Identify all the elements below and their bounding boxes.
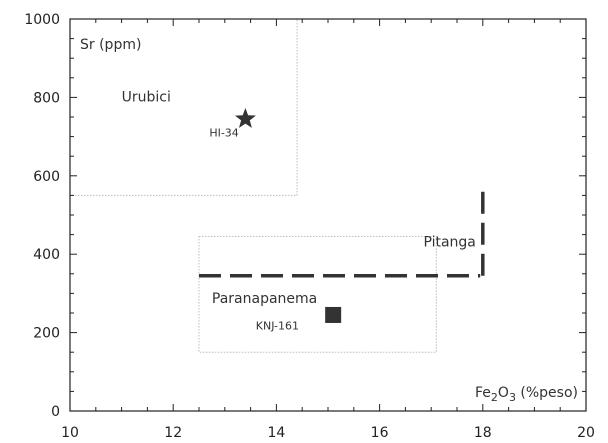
sample-label-hi-34: HI-34 [209, 127, 238, 140]
x-tick-label: 20 [577, 425, 595, 441]
x-axis-title-unit: (%peso) [516, 385, 578, 401]
sample-marker-star [235, 108, 256, 128]
x-tick-label: 14 [267, 425, 285, 441]
fields-layer [69, 18, 437, 353]
x-axis-title-sub1: 2 [491, 391, 498, 404]
x-axis-title-o: O [498, 385, 509, 401]
y-tick-label: 600 [33, 169, 60, 185]
marks-layer [235, 108, 342, 323]
field-box-urubici [69, 18, 298, 196]
labels-layer: Urubici Paranapanema Pitanga HI-34 KNJ-161 [122, 89, 476, 332]
field-label-pitanga: Pitanga [423, 234, 475, 250]
plot-frame [69, 18, 587, 412]
y-axis-title: Sr (ppm) [80, 37, 141, 53]
x-tick-label: 12 [164, 425, 182, 441]
y-tick-label: 0 [51, 404, 60, 420]
sample-label-knj-161: KNJ-161 [256, 319, 299, 332]
y-tick-label: 800 [33, 90, 60, 106]
y-tick-label: 200 [33, 326, 60, 342]
pitanga-lines [199, 183, 485, 278]
x-tick-label: 10 [61, 425, 79, 441]
x-axis-title: Fe2O3 (%peso) [475, 385, 578, 404]
field-label-paranapanema: Paranapanema [212, 291, 317, 307]
field-box-paranapanema [198, 236, 437, 353]
x-tick-label: 16 [371, 425, 389, 441]
y-tick-label: 400 [33, 247, 60, 263]
field-label-urubici: Urubici [122, 89, 171, 105]
sample-marker-square [325, 306, 342, 323]
x-tick-label: 18 [474, 425, 492, 441]
x-axis-title-sub2: 3 [509, 391, 516, 404]
x-axis-title-fe: Fe [475, 385, 491, 401]
y-tick-label: 1000 [24, 12, 60, 28]
